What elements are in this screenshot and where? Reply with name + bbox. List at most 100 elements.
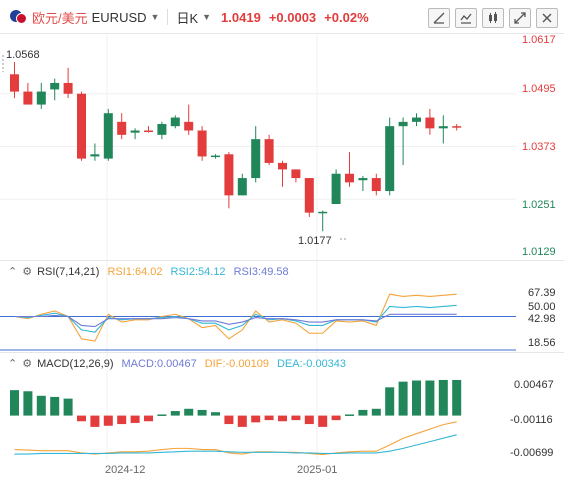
candle-body bbox=[77, 93, 86, 159]
candle-body bbox=[36, 91, 46, 105]
rsi-label: RSI(7,14,21) bbox=[37, 265, 100, 278]
macd-axis-label: -0.00699 bbox=[510, 447, 554, 459]
macd-bar bbox=[103, 415, 113, 426]
candle-body bbox=[304, 178, 314, 213]
macd-bar bbox=[197, 409, 207, 416]
candle-body bbox=[318, 211, 328, 214]
price-axis-label: 1.0495 bbox=[522, 83, 556, 95]
macd-bar bbox=[36, 395, 46, 416]
candle-body bbox=[170, 117, 180, 127]
macd-bar bbox=[358, 409, 368, 416]
price-axis-label: 1.0129 bbox=[522, 246, 556, 258]
dea-line bbox=[14, 434, 457, 455]
macd-bar bbox=[184, 408, 194, 416]
candle-body bbox=[237, 178, 247, 196]
macd-bar bbox=[251, 415, 261, 423]
close-icon[interactable] bbox=[536, 8, 558, 28]
macd-bar bbox=[412, 380, 421, 416]
candle-body bbox=[157, 124, 167, 135]
candle-body bbox=[331, 173, 341, 205]
macd-value: MACD:0.00467 bbox=[121, 357, 197, 370]
low-annotation: 1.0177 bbox=[298, 235, 332, 247]
macd-axis-label: -0.00116 bbox=[510, 414, 553, 426]
candle-body bbox=[117, 121, 127, 135]
candle-body bbox=[358, 178, 368, 181]
rsi-axis-label: 18.56 bbox=[528, 337, 556, 349]
gear-icon[interactable]: ⚙ bbox=[22, 266, 33, 278]
macd-axis-label: 0.00467 bbox=[514, 379, 554, 391]
candle-body bbox=[345, 173, 354, 183]
candle-body bbox=[385, 126, 395, 192]
toolbar-actions bbox=[423, 8, 558, 28]
candle-body bbox=[184, 121, 194, 131]
macd-bar bbox=[77, 415, 86, 422]
macd-bar bbox=[63, 398, 73, 416]
macd-bar bbox=[130, 415, 140, 423]
rsi-header: ⌃ ⚙ RSI(7,14,21) RSI1:64.02 RSI2:54.12 R… bbox=[8, 265, 289, 279]
macd-bar bbox=[385, 387, 395, 416]
rsi-axis-label: 67.39 bbox=[528, 287, 556, 299]
dea-value: DEA:-0.00343 bbox=[276, 357, 347, 370]
collapse-icon[interactable]: ⌃ bbox=[8, 358, 18, 370]
rsi1-value: RSI1:64.02 bbox=[107, 265, 163, 278]
candle-body bbox=[452, 126, 462, 128]
symbol-selector[interactable]: 欧元/美元 EURUSD ▼ bbox=[10, 8, 159, 27]
macd-bar bbox=[117, 415, 127, 425]
currency-flag-icon bbox=[10, 10, 28, 24]
period-label: 日K bbox=[176, 10, 199, 26]
macd-bar bbox=[304, 415, 314, 425]
collapse-icon[interactable]: ⌃ bbox=[8, 266, 18, 278]
candle-body bbox=[412, 117, 421, 122]
macd-bar bbox=[50, 396, 60, 416]
rsi1-line bbox=[14, 293, 457, 342]
divider bbox=[167, 9, 169, 25]
chevron-down-icon: ▼ bbox=[150, 12, 160, 22]
macd-bar bbox=[264, 415, 274, 421]
chart-toolbar: 欧元/美元 EURUSD ▼ 日K ▼ 1.0419 +0.0003 +0.02… bbox=[0, 0, 564, 34]
candle-body bbox=[278, 162, 287, 170]
macd-bar bbox=[237, 415, 247, 427]
candle-body bbox=[197, 130, 207, 157]
candle-body bbox=[438, 126, 448, 129]
gear-icon[interactable]: ⚙ bbox=[22, 358, 33, 370]
rsi-axis-label: 50.00 bbox=[528, 301, 556, 313]
rsi3-line bbox=[14, 313, 457, 328]
macd-bar bbox=[90, 415, 100, 427]
macd-bar bbox=[425, 380, 435, 416]
period-selector[interactable]: 日K ▼ bbox=[176, 8, 211, 27]
candle-body bbox=[103, 113, 113, 159]
rsi3-value: RSI3:49.58 bbox=[233, 265, 289, 278]
candle-body bbox=[251, 139, 261, 179]
chevron-down-icon: ▼ bbox=[202, 12, 212, 22]
divider bbox=[0, 260, 564, 261]
candle-body bbox=[90, 154, 100, 157]
compare-icon[interactable] bbox=[482, 8, 504, 28]
x-axis-label: 2024-12 bbox=[105, 464, 146, 476]
fullscreen-icon[interactable] bbox=[509, 8, 531, 28]
draw-tool-icon[interactable] bbox=[428, 8, 450, 28]
candle-body bbox=[264, 139, 274, 163]
price-change-percent: +0.02% bbox=[324, 9, 369, 25]
macd-bar bbox=[371, 408, 381, 416]
price-axis-label: 1.0373 bbox=[522, 141, 556, 153]
candle-body bbox=[130, 130, 140, 133]
candle-body bbox=[23, 91, 33, 105]
macd-bar bbox=[318, 415, 328, 427]
high-annotation: 1.0568 bbox=[6, 49, 40, 61]
rsi-axis-label: 42.98 bbox=[528, 313, 556, 325]
rsi2-line bbox=[14, 304, 457, 333]
macd-bar bbox=[291, 415, 301, 421]
x-axis-label: 2025-01 bbox=[297, 464, 338, 476]
macd-bar bbox=[398, 381, 408, 416]
rsi2-value: RSI2:54.12 bbox=[170, 265, 226, 278]
candle-body bbox=[291, 169, 301, 179]
candle-body bbox=[211, 155, 220, 158]
macd-bar bbox=[345, 414, 354, 416]
candle-body bbox=[10, 74, 19, 92]
macd-bar bbox=[331, 415, 341, 421]
candle-body bbox=[224, 154, 234, 196]
macd-bar bbox=[10, 390, 19, 416]
price-axis-label: 1.0617 bbox=[522, 34, 556, 46]
indicator-icon[interactable] bbox=[455, 8, 477, 28]
